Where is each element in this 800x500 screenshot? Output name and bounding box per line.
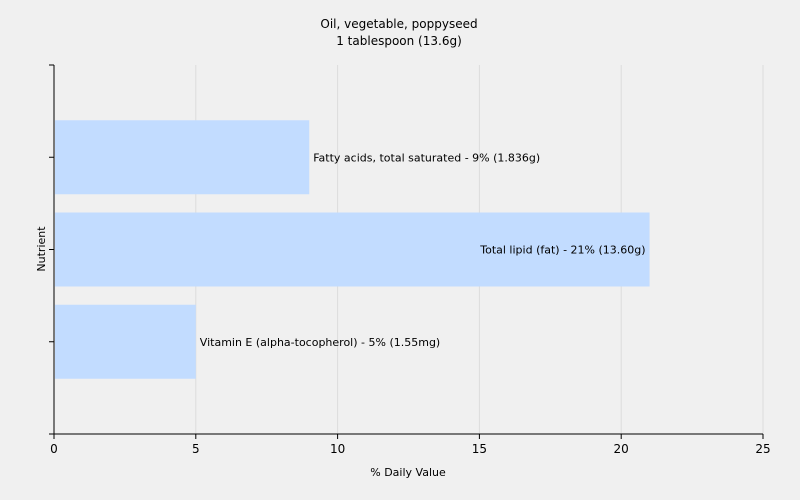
bars-group: Fatty acids, total saturated - 9% (1.836…: [55, 120, 650, 379]
x-tick-label-10: 10: [330, 442, 345, 456]
x-tick-label-20: 20: [614, 442, 629, 456]
bar-label-1: Total lipid (fat) - 21% (13.60g): [479, 244, 645, 257]
bar-0: [55, 120, 310, 195]
bar-1: [55, 212, 650, 287]
x-tick-label-25: 25: [755, 442, 770, 456]
x-tick-label-0: 0: [50, 442, 58, 456]
y-axis-ticks: [49, 64, 54, 435]
bar-label-0: Fatty acids, total saturated - 9% (1.836…: [313, 151, 540, 164]
y-axis-label: Nutrient: [35, 226, 48, 272]
x-axis-ticks: 0 5 10 15 20 25: [50, 434, 771, 456]
chart-subtitle: 1 tablespoon (13.6g): [336, 34, 462, 48]
x-tick-label-15: 15: [472, 442, 487, 456]
bar-label-2: Vitamin E (alpha-tocopherol) - 5% (1.55m…: [200, 336, 440, 349]
x-axis-label: % Daily Value: [370, 466, 446, 479]
bar-2: [55, 304, 196, 379]
x-tick-label-5: 5: [192, 442, 200, 456]
chart-title: Oil, vegetable, poppyseed: [320, 17, 477, 31]
